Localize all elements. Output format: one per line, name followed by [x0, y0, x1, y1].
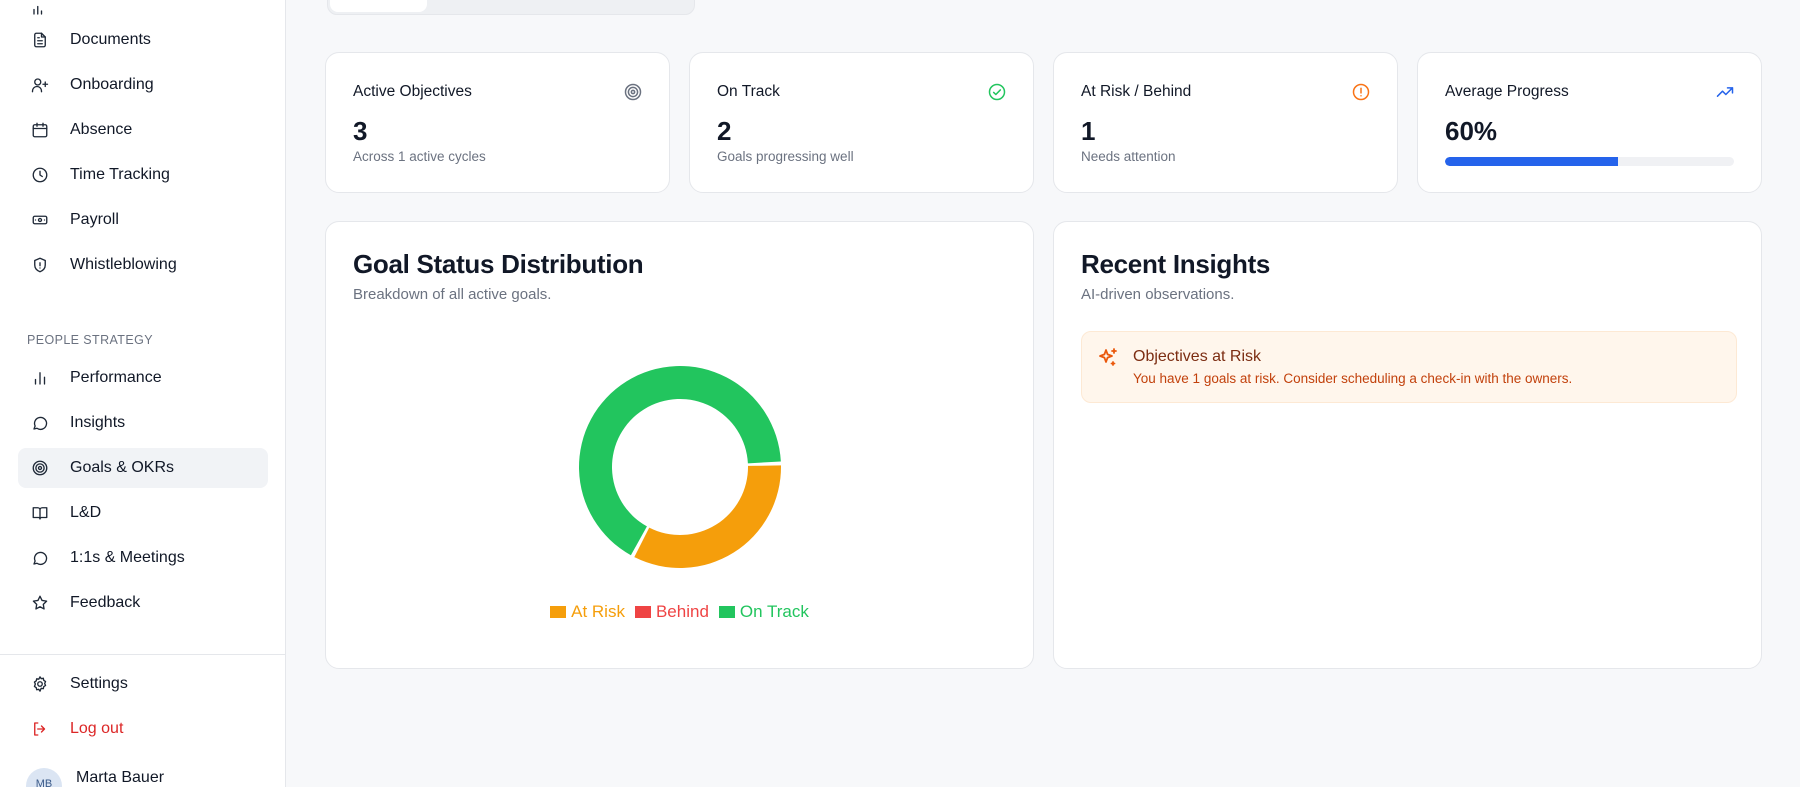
legend-swatch: [550, 606, 567, 618]
sidebar-item-label: Payroll: [70, 211, 119, 228]
sidebar-item-onboarding[interactable]: Onboarding: [18, 65, 268, 105]
sidebar-item-documents[interactable]: Documents: [18, 20, 268, 60]
insight-card[interactable]: Objectives at Risk You have 1 goals at r…: [1081, 331, 1737, 403]
logout-button[interactable]: Log out: [18, 709, 268, 749]
check-circle-icon: [987, 82, 1007, 102]
tab-active[interactable]: [330, 0, 427, 12]
logout-icon: [30, 719, 50, 739]
chart-legend: At Risk Behind On Track: [326, 602, 1033, 622]
sidebar-item-label: Feedback: [70, 594, 141, 611]
sidebar: Documents Onboarding Absence Time Tracki…: [0, 0, 286, 787]
sparkles-icon: [1096, 346, 1120, 370]
sidebar-item-label: Onboarding: [70, 76, 154, 93]
sidebar-item-label: Absence: [70, 121, 133, 138]
insight-title: Objectives at Risk: [1133, 348, 1262, 365]
sidebar-item-whistleblowing[interactable]: Whistleblowing: [18, 245, 268, 285]
legend-item-on-track[interactable]: On Track: [718, 602, 809, 622]
stat-value: 3: [353, 116, 368, 146]
stat-title: Average Progress: [1445, 83, 1569, 100]
stat-value: 2: [717, 116, 732, 146]
legend-label: On Track: [739, 602, 809, 621]
target-icon: [30, 458, 50, 478]
gear-icon: [30, 674, 50, 694]
view-tabs: [327, 0, 695, 15]
sidebar-item-label: Log out: [70, 720, 124, 737]
stat-title: At Risk / Behind: [1081, 83, 1192, 100]
sidebar-item-label: Goals & OKRs: [70, 459, 175, 476]
message-circle-icon: [30, 413, 50, 433]
progress-bar: [1445, 157, 1734, 166]
panel-subtitle: Breakdown of all active goals.: [353, 286, 552, 303]
donut-slice-on-track[interactable]: [579, 366, 781, 556]
legend-swatch: [718, 606, 735, 618]
stat-subtitle: Goals progressing well: [717, 149, 854, 164]
donut-slice-at-risk[interactable]: [634, 465, 781, 568]
sidebar-item-employee-record[interactable]: [18, 0, 268, 28]
panel-title: Recent Insights: [1081, 249, 1271, 279]
progress-fill: [1445, 157, 1619, 166]
sidebar-item-feedback[interactable]: Feedback: [18, 583, 268, 623]
sidebar-item-label: 1:1s & Meetings: [70, 549, 185, 566]
sidebar-item-l-and-d[interactable]: L&D: [18, 493, 268, 533]
trending-up-icon: [1715, 82, 1735, 102]
stat-card-at-risk: At Risk / Behind 1 Needs attention: [1053, 52, 1398, 193]
banknote-icon: [30, 210, 50, 230]
users-icon: [30, 0, 50, 18]
insight-text: You have 1 goals at risk. Consider sched…: [1133, 371, 1573, 386]
sidebar-item-time-tracking[interactable]: Time Tracking: [18, 155, 268, 195]
stat-card-on-track: On Track 2 Goals progressing well: [689, 52, 1034, 193]
book-open-icon: [30, 503, 50, 523]
sidebar-item-label: Performance: [70, 369, 162, 386]
panel-title: Goal Status Distribution: [353, 249, 644, 279]
document-icon: [30, 30, 50, 50]
stat-subtitle: Across 1 active cycles: [353, 149, 486, 164]
legend-label: Behind: [655, 602, 709, 621]
stat-title: On Track: [717, 83, 780, 100]
section-label-people-strategy: PEOPLE STRATEGY: [27, 333, 153, 347]
panel-subtitle: AI-driven observations.: [1081, 286, 1235, 303]
legend-swatch: [634, 606, 651, 618]
sidebar-item-goals-okrs[interactable]: Goals & OKRs: [18, 448, 268, 488]
sidebar-divider: [0, 654, 286, 655]
stat-card-average-progress: Average Progress 60%: [1417, 52, 1762, 193]
message-circle-icon: [30, 548, 50, 568]
sidebar-item-absence[interactable]: Absence: [18, 110, 268, 150]
sidebar-item-label: L&D: [70, 504, 102, 521]
sidebar-item-label: Documents: [70, 31, 151, 48]
user-name: Marta Bauer: [76, 769, 165, 786]
sidebar-item-payroll[interactable]: Payroll: [18, 200, 268, 240]
stat-title: Active Objectives: [353, 83, 472, 100]
avatar[interactable]: MB: [26, 768, 62, 787]
legend-item-behind[interactable]: Behind: [634, 602, 709, 622]
user-plus-icon: [30, 75, 50, 95]
target-icon: [623, 82, 643, 102]
stat-card-active-objectives: Active Objectives 3 Across 1 active cycl…: [325, 52, 670, 193]
legend-item-at-risk[interactable]: At Risk: [550, 602, 625, 622]
alert-circle-icon: [1351, 82, 1371, 102]
legend-label: At Risk: [571, 602, 625, 621]
sidebar-item-label: Time Tracking: [70, 166, 170, 183]
donut-chart: [579, 366, 781, 568]
stat-value: 1: [1081, 116, 1096, 146]
star-icon: [30, 593, 50, 613]
recent-insights-panel: Recent Insights AI-driven observations. …: [1053, 221, 1762, 669]
calendar-icon: [30, 120, 50, 140]
sidebar-item-label: Settings: [70, 675, 128, 692]
sidebar-item-insights[interactable]: Insights: [18, 403, 268, 443]
sidebar-item-label: Insights: [70, 414, 126, 431]
stat-subtitle: Needs attention: [1081, 149, 1176, 164]
sidebar-item-performance[interactable]: Performance: [18, 358, 268, 398]
shield-icon: [30, 255, 50, 275]
bar-chart-icon: [30, 368, 50, 388]
clock-icon: [30, 165, 50, 185]
sidebar-item-label: Whistleblowing: [70, 256, 177, 273]
sidebar-item-meetings[interactable]: 1:1s & Meetings: [18, 538, 268, 578]
goal-distribution-panel: Goal Status Distribution Breakdown of al…: [325, 221, 1034, 669]
sidebar-item-settings[interactable]: Settings: [18, 664, 268, 704]
stat-value: 60%: [1445, 116, 1498, 146]
